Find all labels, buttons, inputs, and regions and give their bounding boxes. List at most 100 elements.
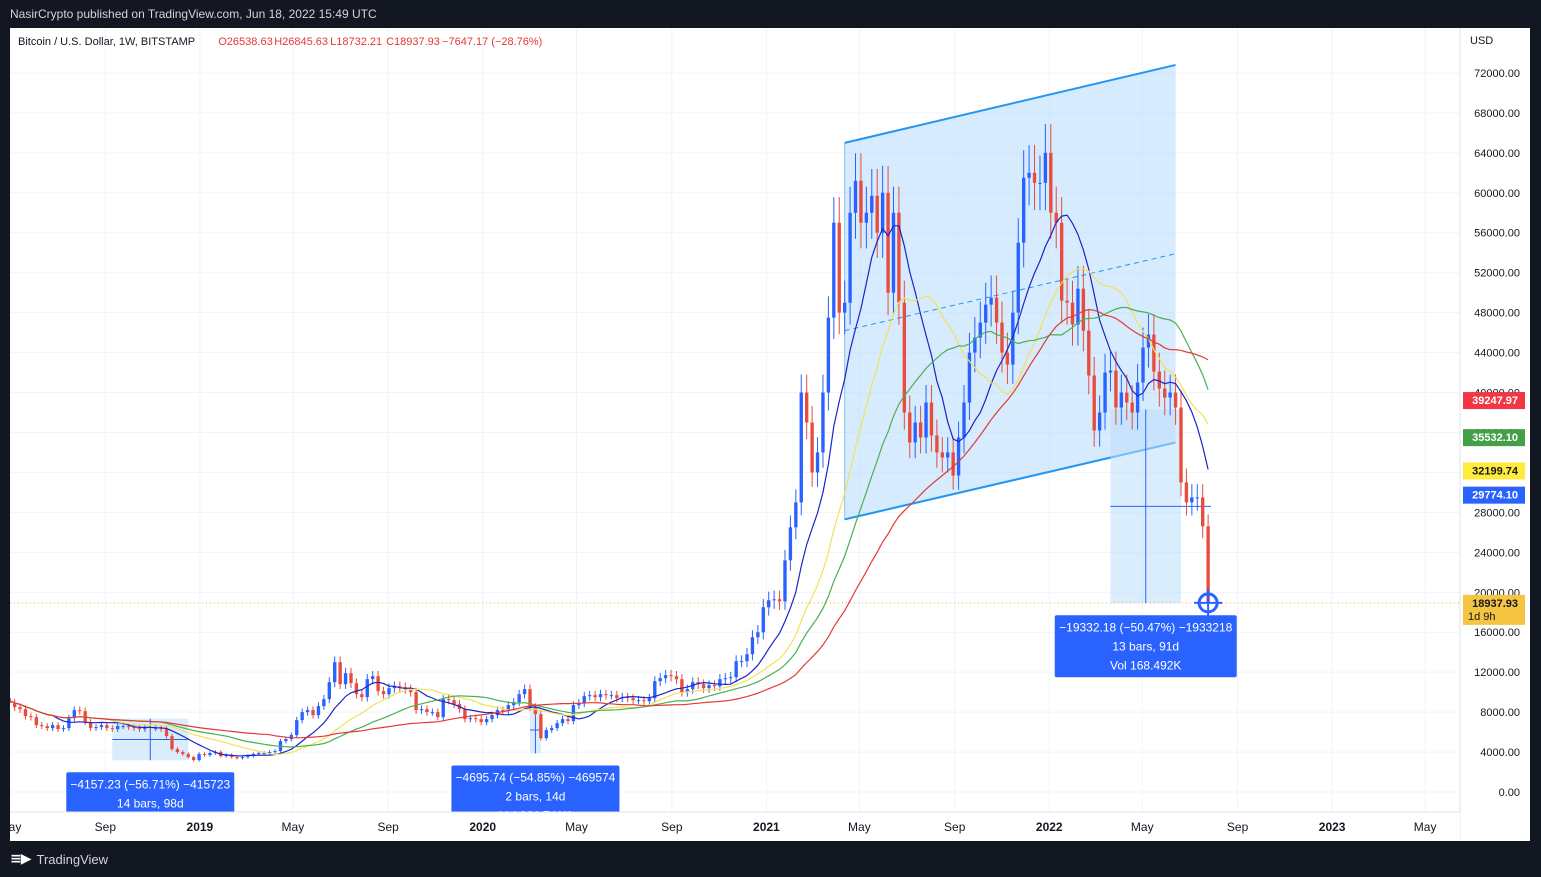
publish-info: NasirCrypto published on TradingView.com…: [10, 7, 377, 21]
moving-average-line: [10, 308, 1209, 739]
candle-body: [322, 699, 326, 707]
time-tick-label: May: [10, 820, 21, 834]
candle-body: [1190, 497, 1194, 503]
candle-body: [658, 678, 662, 682]
candle-body: [137, 728, 142, 730]
candle-body: [718, 679, 722, 687]
candle-body: [1168, 392, 1172, 398]
candle-body: [1054, 212, 1058, 223]
candle-body: [935, 435, 939, 453]
candle-body: [305, 710, 310, 713]
candle-body: [235, 757, 239, 759]
candle-body: [197, 754, 201, 761]
time-tick-label: May: [282, 820, 305, 834]
candle-body: [110, 728, 114, 730]
candle-body: [1108, 370, 1113, 373]
candle-body: [582, 696, 586, 704]
candle-body: [577, 703, 581, 706]
candle-body: [598, 694, 603, 698]
candle-body: [186, 754, 190, 758]
candle-body: [783, 560, 787, 602]
time-tick-label: 2019: [187, 820, 214, 834]
candle-body: [116, 726, 120, 730]
symbol-legend-item: −7647.17 (−28.76%): [442, 36, 542, 48]
candle-body: [669, 675, 673, 677]
candle-body: [750, 637, 755, 655]
candle-body: [674, 676, 679, 680]
candle-body: [1076, 288, 1080, 325]
candle-body: [832, 222, 836, 318]
candle-body: [908, 412, 912, 443]
candle-body: [772, 599, 776, 601]
candle-body: [300, 712, 304, 721]
chart-canvas[interactable]: −4157.23 (−56.71%) −415723 14 bars, 98d Vo…: [10, 28, 1530, 841]
candle-body: [636, 700, 641, 702]
measure-callout-2: −19332.18 (−50.47%) −1933218 13 bars, 91d…: [1054, 615, 1237, 678]
candle-body: [625, 697, 630, 699]
candle-body: [349, 673, 353, 684]
chart-frame[interactable]: −4157.23 (−56.71%) −415723 14 bars, 98d Vo…: [10, 28, 1530, 841]
candle-body: [739, 661, 744, 663]
candle-body: [1206, 526, 1210, 604]
candle-body: [12, 703, 17, 708]
price-label-countdown: 1d 9h: [1468, 611, 1496, 623]
candle-body: [40, 725, 44, 727]
time-tick-label: 2022: [1036, 820, 1063, 834]
candle-body: [1000, 322, 1004, 353]
brand-name: TradingView: [36, 851, 109, 867]
candle-body: [18, 707, 22, 710]
candle-body: [647, 698, 652, 702]
footer: ≡▶ TradingView: [0, 841, 1541, 877]
candle-body: [870, 195, 874, 213]
price-axis-currency: USD: [1470, 35, 1493, 47]
price-label-text: 35532.10: [1472, 432, 1518, 444]
candle-body: [191, 757, 196, 761]
measure-callout-box: [1054, 615, 1237, 678]
candle-body: [360, 694, 364, 698]
candle-body: [1163, 388, 1167, 398]
candle-body: [859, 180, 863, 223]
candle-body: [164, 729, 169, 737]
candle-body: [338, 662, 342, 685]
candle-body: [1119, 392, 1124, 408]
candle-body: [67, 718, 71, 729]
candle-body: [517, 694, 521, 703]
candle-body: [707, 685, 711, 689]
candle-body: [994, 297, 999, 323]
candle-body: [550, 728, 554, 731]
candle-body: [1184, 482, 1189, 503]
time-tick-label: May: [848, 820, 871, 834]
price-label-tag: [1463, 486, 1525, 504]
price-label-text: 32199.74: [1472, 465, 1519, 477]
candle-body: [1038, 182, 1042, 184]
measure-callout-text: 13 bars, 91d: [1112, 639, 1179, 653]
candle-body: [240, 757, 245, 759]
candle-body: [555, 723, 559, 729]
time-axis-bg: [10, 812, 1460, 841]
candle-body: [940, 452, 944, 458]
candle-body: [897, 212, 901, 303]
candle-body: [246, 756, 250, 758]
candle-body: [642, 700, 646, 702]
candle-body: [761, 607, 765, 633]
candle-body: [29, 716, 33, 718]
candle-body: [392, 686, 397, 689]
candle-body: [1016, 242, 1020, 313]
candle-body: [946, 452, 950, 458]
candle-body: [734, 661, 738, 678]
brand[interactable]: ≡▶ TradingView: [10, 851, 108, 867]
candle-body: [653, 681, 657, 699]
candle-body: [1179, 407, 1183, 483]
candle-body: [604, 694, 608, 696]
price-tick-label: 72000.00: [1474, 68, 1520, 80]
candle-body: [929, 402, 934, 436]
candle-body: [1049, 152, 1053, 213]
candle-body: [387, 688, 391, 695]
candle-body: [891, 212, 896, 293]
candle-body: [262, 753, 266, 755]
candle-body: [490, 715, 494, 720]
candle-body: [295, 720, 299, 736]
time-tick-label: May: [565, 820, 588, 834]
candle-body: [170, 736, 174, 750]
price-tick-label: 60000.00: [1474, 188, 1520, 200]
